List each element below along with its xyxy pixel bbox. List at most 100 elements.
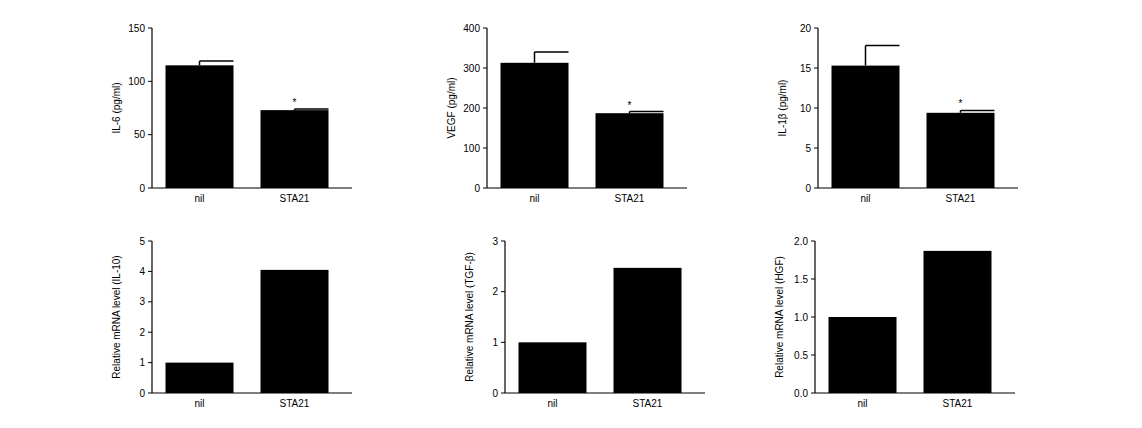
y-axis-label: VEGF (pg/ml)	[446, 77, 457, 138]
x-tick-label: STA21	[280, 193, 310, 204]
y-tick	[811, 241, 815, 242]
panel: 0123Relative mRNA level (TGF-β)nilSTA21	[464, 236, 705, 410]
bar	[519, 342, 587, 393]
bar	[927, 113, 995, 188]
bar	[596, 113, 664, 188]
y-tick	[148, 188, 152, 189]
y-tick-label: 2	[492, 286, 498, 297]
panel: 0.00.51.01.52.0Relative mRNA level (HGF)…	[774, 236, 1015, 410]
x-tick-label: STA21	[946, 193, 976, 204]
y-tick	[148, 362, 152, 363]
y-tick	[148, 393, 152, 394]
x-tick-label: nil	[529, 193, 539, 204]
y-axis-label: Relative mRNA level (HGF)	[774, 256, 785, 378]
y-tick	[814, 108, 818, 109]
y-axis	[151, 241, 152, 393]
y-tick	[814, 68, 818, 69]
annotation: *	[959, 98, 963, 109]
y-tick	[811, 355, 815, 356]
panel: 05101520IL-1β (pg/ml)nilSTA21*	[777, 23, 1018, 205]
y-tick-label: 300	[463, 63, 480, 74]
y-tick	[811, 279, 815, 280]
x-tick-label: nil	[547, 398, 557, 409]
error-bar	[630, 112, 664, 114]
y-tick	[483, 68, 487, 69]
y-tick-label: 1	[492, 337, 498, 348]
y-tick-label: 100	[463, 143, 480, 154]
y-tick-label: 1.5	[794, 274, 808, 285]
y-tick	[483, 108, 487, 109]
bar	[501, 63, 569, 188]
marks	[829, 251, 992, 393]
y-tick-label: 0	[474, 183, 480, 194]
y-tick	[501, 241, 505, 242]
x-tick-label: STA21	[633, 398, 663, 409]
y-tick	[148, 301, 152, 302]
marks	[166, 270, 329, 393]
annotation: *	[293, 97, 297, 108]
error-bar	[535, 52, 569, 63]
y-tick	[148, 271, 152, 272]
error-bar	[295, 109, 329, 110]
y-tick-label: 200	[463, 103, 480, 114]
y-tick-label: 0	[139, 388, 145, 399]
bar	[614, 268, 682, 393]
y-tick-label: 0.5	[794, 350, 808, 361]
y-tick	[811, 393, 815, 394]
y-axis	[504, 241, 505, 393]
x-tick-label: nil	[857, 398, 867, 409]
marks	[519, 268, 682, 393]
y-axis-label: IL-1β (pg/ml)	[777, 80, 788, 137]
bar	[924, 251, 992, 393]
x-tick-label: nil	[194, 193, 204, 204]
panel: 050100150IL-6 (pg/ml)nilSTA21*	[111, 23, 352, 205]
y-tick	[501, 342, 505, 343]
x-tick-label: nil	[194, 398, 204, 409]
y-tick-label: 0	[139, 183, 145, 194]
bar	[832, 66, 900, 188]
error-bar	[866, 46, 900, 66]
bar	[166, 65, 234, 188]
y-tick-label: 15	[800, 63, 812, 74]
x-tick-label: STA21	[943, 398, 973, 409]
y-tick	[483, 28, 487, 29]
panel: 012345Relative mRNA level (IL-10)nilSTA2…	[111, 236, 352, 410]
y-axis-label: IL-6 (pg/ml)	[111, 82, 122, 133]
figure: 050100150IL-6 (pg/ml)nilSTA21*0100200300…	[0, 0, 1142, 428]
y-tick	[501, 393, 505, 394]
error-line	[534, 52, 536, 63]
y-tick-label: 4	[139, 266, 145, 277]
bar	[261, 110, 329, 188]
x-tick-label: STA21	[280, 398, 310, 409]
y-tick-label: 0.0	[794, 388, 808, 399]
y-tick-label: 100	[128, 76, 145, 87]
y-tick-label: 400	[463, 23, 480, 34]
x-tick-label: nil	[860, 193, 870, 204]
marks	[501, 52, 664, 188]
y-tick	[148, 28, 152, 29]
bar	[261, 270, 329, 393]
y-tick-label: 5	[139, 236, 145, 247]
y-tick-label: 2.0	[794, 236, 808, 247]
marks	[832, 46, 995, 188]
y-tick-label: 3	[492, 236, 498, 247]
y-tick	[148, 332, 152, 333]
error-bar	[961, 110, 995, 112]
error-bar	[200, 61, 234, 65]
y-tick	[148, 134, 152, 135]
x-tick-label: STA21	[615, 193, 645, 204]
y-tick	[148, 241, 152, 242]
y-tick-label: 0	[805, 183, 811, 194]
bar	[829, 317, 897, 393]
y-tick-label: 5	[805, 143, 811, 154]
y-axis	[151, 28, 152, 188]
y-tick-label: 150	[128, 23, 145, 34]
y-tick	[814, 188, 818, 189]
y-tick	[814, 28, 818, 29]
y-axis-label: Relative mRNA level (IL-10)	[111, 255, 122, 378]
error-cap	[961, 110, 995, 112]
y-tick-label: 1	[139, 357, 145, 368]
error-cap	[200, 60, 234, 62]
y-tick-label: 2	[139, 327, 145, 338]
y-axis-label: Relative mRNA level (TGF-β)	[464, 252, 475, 382]
